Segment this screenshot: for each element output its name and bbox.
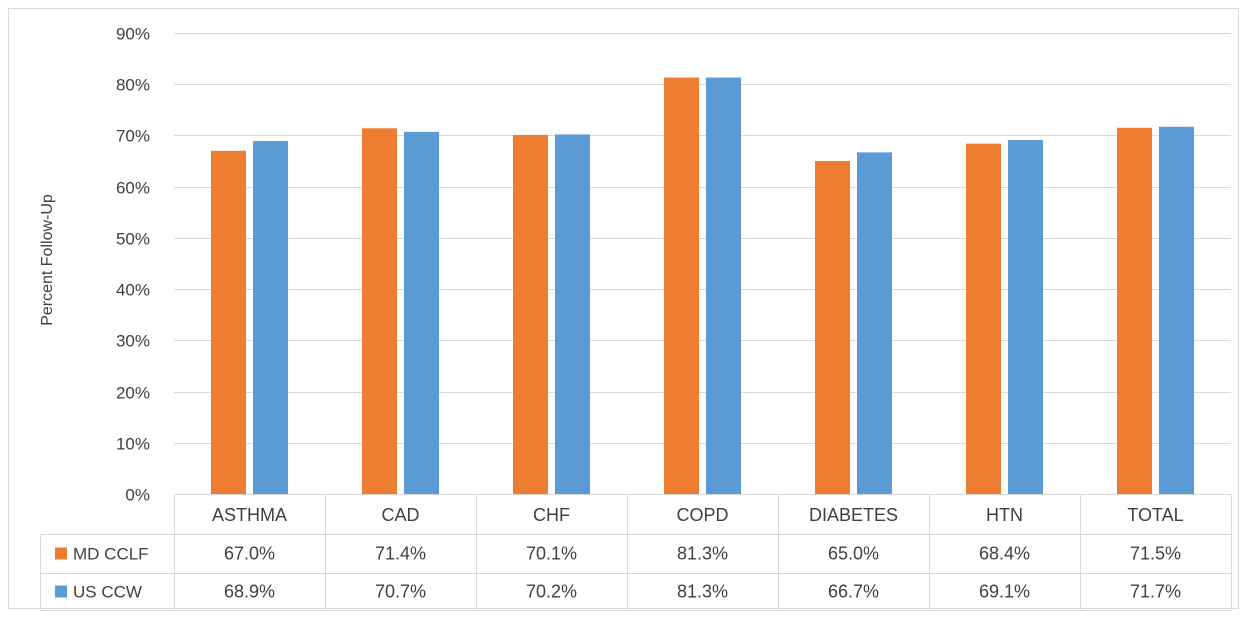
data-label: 69.1% [979,582,1030,602]
category-label: HTN [986,505,1023,525]
data-label: 71.7% [1130,582,1181,602]
legend-key [55,547,67,560]
legend-key [55,585,67,598]
bar-md-cclf-asthma [211,150,246,495]
bar-md-cclf-htn [966,143,1001,494]
y-tick-label: 50% [116,230,150,249]
bar-md-cclf-total [1117,127,1152,494]
category-label: CAD [381,505,419,525]
data-label: 70.1% [526,544,577,564]
gridlines [174,33,1231,444]
legend-label: MD CCLF [73,545,149,564]
bar-md-cclf-chf [513,134,548,494]
data-label: 67.0% [224,544,275,564]
category-label: COPD [676,505,728,525]
bar-us-ccw-total [1159,126,1194,494]
y-tick-label: 40% [116,281,150,300]
data-label: 81.3% [677,582,728,602]
y-tick-label: 70% [116,127,150,146]
y-tick-label: 60% [116,179,150,198]
bar-us-ccw-cad [404,131,439,494]
y-tick-label: 90% [116,25,150,44]
bar-us-ccw-htn [1008,140,1043,494]
bar-us-ccw-chf [555,134,590,495]
y-axis-ticks: 0% 10% 20% 30% 40% 50% 60% 70% 80% 90% [116,25,150,505]
chart-border [8,8,1239,609]
y-tick-label: 20% [116,384,150,403]
y-axis-label: Percent Follow-Up [39,194,56,326]
y-tick-label: 30% [116,332,150,351]
bar-md-cclf-copd [664,77,699,495]
data-label: 70.7% [375,582,426,602]
data-label: 65.0% [828,544,879,564]
data-label: 71.5% [1130,544,1181,564]
category-label: DIABETES [809,505,898,525]
bar-us-ccw-diabetes [857,152,892,494]
data-table: ASTHMA CAD CHF COPD DIABETES HTN TOTAL MD CCLF 6… [40,494,1232,611]
data-label: 70.2% [526,582,577,602]
category-label: ASTHMA [212,505,287,525]
y-tick-label: 0% [125,486,150,505]
bar-us-ccw-asthma [253,141,288,494]
legend-label: US CCW [73,583,142,602]
category-label: TOTAL [1127,505,1183,525]
data-label: 68.9% [224,582,275,602]
data-label: 81.3% [677,544,728,564]
data-label: 68.4% [979,544,1030,564]
y-tick-label: 10% [116,435,150,454]
category-label: CHF [533,505,570,525]
bars [211,77,1194,495]
data-label: 66.7% [828,582,879,602]
bar-md-cclf-cad [362,128,397,495]
y-tick-label: 80% [116,76,150,95]
bar-us-ccw-copd [706,77,741,495]
data-label: 71.4% [375,544,426,564]
bar-md-cclf-diabetes [815,161,850,495]
